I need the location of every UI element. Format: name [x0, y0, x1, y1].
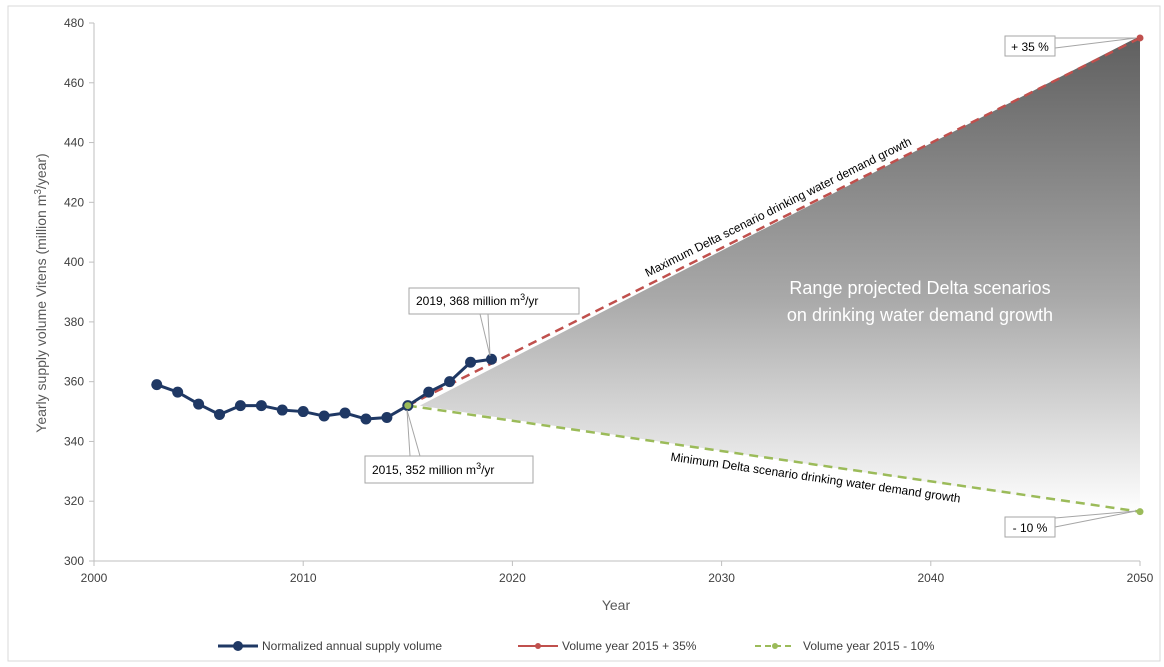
callout-2019-box: [408, 287, 580, 315]
y-tick-label: 360: [64, 375, 84, 389]
callout-minus10: - 10 %: [1004, 510, 1137, 538]
x-ticks: 2000 2010 2020 2030 2040 2050: [81, 561, 1154, 585]
range-label-line-1: Range projected Delta scenarios: [789, 278, 1050, 298]
y-tick-label: 460: [64, 76, 84, 90]
series-normalized-point: [423, 386, 435, 398]
series-plus35-point: [1136, 34, 1144, 42]
callout-minus10-box: [1004, 516, 1056, 538]
x-tick-label: 2000: [81, 571, 108, 585]
callout-2019-prefix: 2019, 368 million m: [416, 294, 520, 308]
start-point-2015: [404, 402, 412, 410]
callout-2015-text: 2015, 352 million m3/yr: [372, 461, 494, 477]
y-tick-label: 480: [64, 16, 84, 30]
callout-plus35-box: [1004, 35, 1056, 57]
series-normalized-point: [444, 376, 456, 388]
series-layer: [151, 34, 1144, 516]
x-tick-label: 2040: [917, 571, 944, 585]
callout-2015-suffix: /yr: [481, 463, 494, 477]
series-normalized-point: [360, 413, 372, 425]
y-tick-label: 340: [64, 434, 84, 448]
legend-label-normalized: Normalized annual supply volume: [262, 639, 442, 653]
series-normalized-point: [234, 400, 246, 412]
y-tick-label: 400: [64, 255, 84, 269]
callout-plus35: + 35 %: [1004, 35, 1137, 57]
y-axis-title: Yearly supply volume Vitens (million m3/…: [33, 153, 49, 432]
series-normalized-point: [214, 409, 226, 421]
legend-item-minus10: Volume year 2015 - 10%: [755, 639, 935, 653]
legend-item-plus35: Volume year 2015 + 35%: [518, 639, 697, 653]
series-normalized-point: [172, 386, 184, 398]
callout-2015-leader-1: [406, 409, 411, 457]
series-plus35-line: [407, 36, 1141, 407]
series-normalized-point: [276, 404, 288, 416]
x-tick-label: 2050: [1127, 571, 1154, 585]
range-label-line-2: on drinking water demand growth: [787, 305, 1053, 325]
legend-label-plus35: Volume year 2015 + 35%: [562, 639, 697, 653]
series-normalized: [151, 353, 497, 425]
legend-swatch-minus10-marker: [772, 643, 778, 649]
x-axis-title: Year: [602, 597, 631, 613]
callout-2015-leader-2: [406, 409, 421, 457]
series-minus10-line: [407, 404, 1141, 513]
chart-frame: [7, 5, 1161, 662]
legend-swatch-plus35-marker: [535, 643, 541, 649]
series-normalized-point: [339, 407, 351, 419]
series-normalized-point: [465, 356, 477, 368]
x-tick-label: 2030: [708, 571, 735, 585]
legend-swatch-normalized-marker: [233, 641, 243, 651]
y-tick-label: 320: [64, 494, 84, 508]
y-tick-label: 440: [64, 136, 84, 150]
callout-plus35-text: + 35 %: [1011, 40, 1049, 54]
callout-2015-prefix: 2015, 352 million m: [372, 463, 476, 477]
callout-minus10-text: - 10 %: [1013, 521, 1048, 535]
series-normalized-point: [318, 410, 330, 422]
legend-label-minus10: Volume year 2015 - 10%: [803, 639, 935, 653]
callout-2015-box: [364, 455, 534, 484]
callout-2015: 2015, 352 million m3/yr: [364, 409, 534, 484]
callout-plus35-leader-2: [1054, 37, 1137, 49]
callout-2019-suffix: /yr: [525, 294, 538, 308]
series-normalized-point: [151, 379, 163, 391]
y-tick-label: 420: [64, 195, 84, 209]
x-tick-label: 2010: [290, 571, 317, 585]
callout-minus10-leader-1: [1054, 510, 1137, 519]
callout-2019-sup: 3: [520, 292, 525, 302]
y-ticks: 300 320 340 360 380 400 420 440 460 480: [64, 16, 94, 568]
series-normalized-point: [381, 412, 393, 424]
x-tick-label: 2020: [499, 571, 526, 585]
y-tick-label: 380: [64, 315, 84, 329]
callout-2019-leader-2: [487, 313, 491, 357]
series-normalized-point: [297, 406, 309, 418]
callout-minus10-leader-2: [1054, 510, 1137, 528]
series-normalized-point: [193, 398, 205, 410]
range-area: [419, 35, 1140, 514]
callout-2019: 2019, 368 million m3/yr: [408, 287, 580, 357]
legend: Normalized annual supply volume Volume y…: [218, 639, 935, 653]
series-normalized-point: [255, 400, 267, 412]
series-normalized-point: [485, 353, 497, 365]
series-minus10-point: [1136, 508, 1144, 516]
y-tick-label: 300: [64, 554, 84, 568]
callout-2015-sup: 3: [476, 461, 481, 471]
callout-2019-leader-1: [479, 313, 491, 357]
callout-2019-text: 2019, 368 million m3/yr: [416, 292, 538, 308]
legend-item-normalized: Normalized annual supply volume: [218, 639, 442, 653]
